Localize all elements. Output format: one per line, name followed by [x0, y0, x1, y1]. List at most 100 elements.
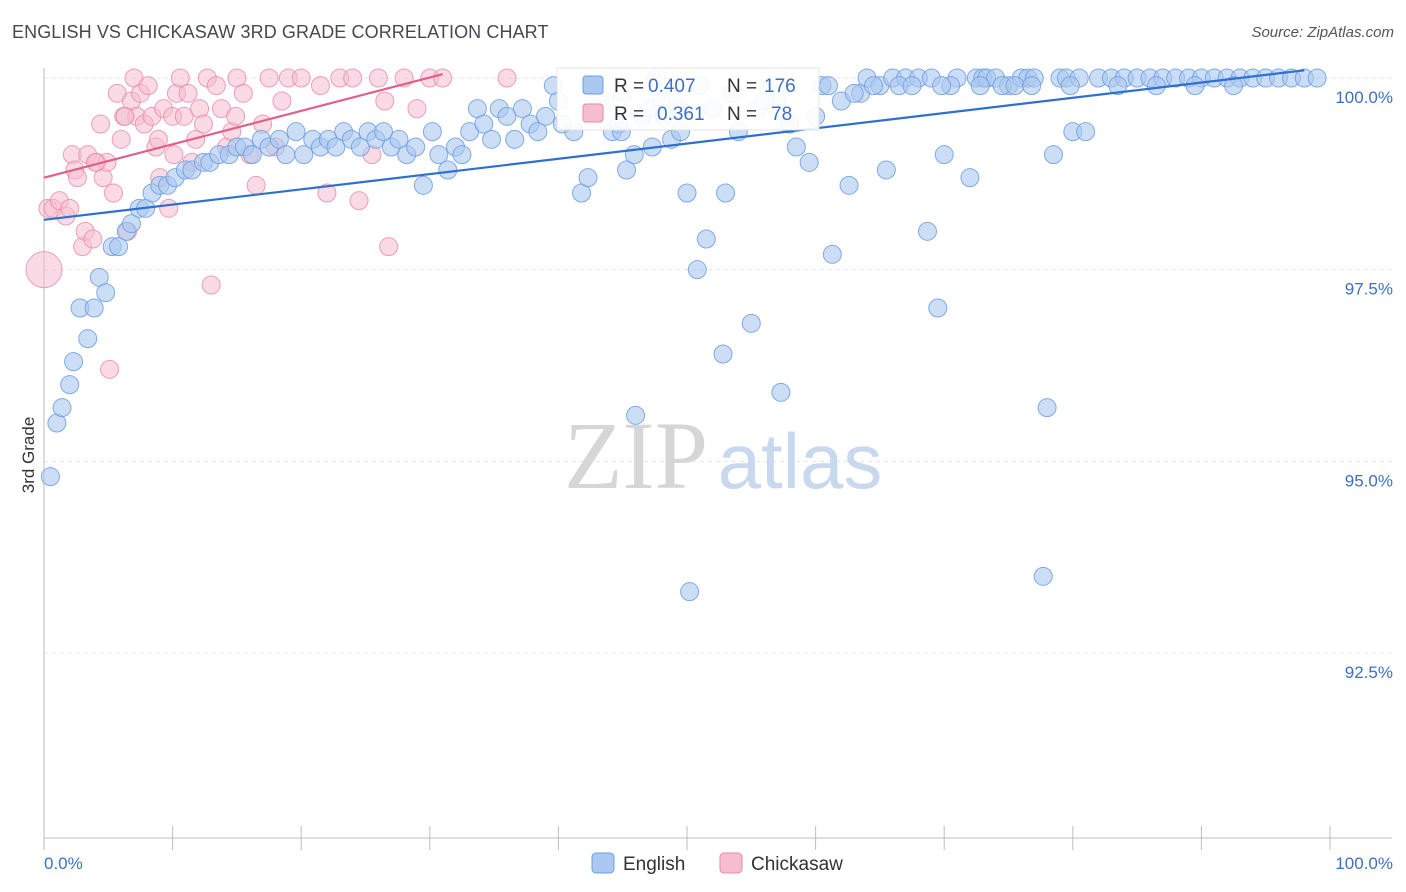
english-point: [40, 467, 60, 487]
english-point: [512, 99, 532, 119]
english-point: [844, 83, 864, 103]
stats-legend: R = 0.407 N = 176 R = 0.361 N = 78: [556, 67, 820, 131]
chickasaw-point: [201, 275, 221, 295]
chickasaw-point: [259, 68, 279, 88]
chickasaw-point: [60, 198, 80, 218]
tick-labels: 100.0% 97.5% 95.0% 92.5% 0.0% 100.0%: [44, 88, 1393, 873]
english-point: [121, 214, 141, 234]
chickasaw-swatch: [582, 103, 604, 123]
y-tick-label: 97.5%: [1345, 280, 1393, 299]
series-legend: English Chickasaw: [591, 852, 843, 875]
english-points: [40, 68, 1327, 602]
english-point: [429, 145, 449, 165]
grid-lines: [44, 77, 1392, 654]
chickasaw-point: [379, 237, 399, 257]
english-point: [52, 398, 72, 418]
english-point: [786, 137, 806, 157]
english-point: [64, 352, 84, 372]
english-point: [741, 313, 761, 333]
english-point: [1108, 76, 1128, 96]
english-point: [326, 137, 346, 157]
y-tick-label: 95.0%: [1345, 471, 1393, 490]
english-point: [876, 160, 896, 180]
english-point: [60, 375, 80, 395]
chickasaw-n-label: N =: [727, 104, 757, 125]
english-point: [578, 168, 598, 188]
english-point: [713, 344, 733, 364]
english-swatch: [582, 75, 604, 95]
english-point: [422, 122, 442, 142]
chickasaw-legend-label: Chickasaw: [751, 854, 843, 875]
chickasaw-point: [193, 114, 213, 134]
english-point: [822, 244, 842, 264]
y-tick-label: 100.0%: [1335, 88, 1393, 107]
english-point: [438, 160, 458, 180]
chickasaw-point: [100, 359, 120, 379]
english-r-value: 0.407: [648, 76, 696, 97]
english-point: [626, 405, 646, 425]
x-tick-label: 100.0%: [1335, 854, 1393, 873]
chickasaw-r-value: 0.361: [657, 104, 705, 125]
english-point: [818, 76, 838, 96]
chickasaw-point: [174, 106, 194, 126]
english-point: [1307, 68, 1327, 88]
english-point: [917, 221, 937, 241]
english-point: [863, 76, 883, 96]
english-point: [716, 183, 736, 203]
english-point: [960, 168, 980, 188]
watermark-atlas: atlas: [718, 417, 883, 505]
chickasaw-point: [497, 68, 517, 88]
watermark: ZIP atlas: [564, 402, 882, 509]
english-r-label: R =: [614, 76, 644, 97]
english-point: [687, 260, 707, 280]
english-legend-swatch: [591, 852, 615, 874]
chickasaw-point: [115, 106, 135, 126]
english-point: [970, 76, 990, 96]
english-point: [536, 106, 556, 126]
english-trend-line: [43, 69, 1305, 221]
english-point: [1033, 566, 1053, 586]
chickasaw-point: [407, 99, 427, 119]
chickasaw-point: [226, 106, 246, 126]
chickasaw-point: [138, 76, 158, 96]
english-point: [78, 329, 98, 349]
english-point: [839, 175, 859, 195]
english-point: [294, 145, 314, 165]
chickasaw-point: [317, 183, 337, 203]
chickasaw-point: [83, 229, 103, 249]
chickasaw-legend-swatch: [719, 852, 743, 874]
chickasaw-point: [25, 251, 63, 289]
english-point: [1022, 76, 1042, 96]
chickasaw-point: [164, 145, 184, 165]
english-n-label: N =: [727, 76, 757, 97]
source-label: Source: ZipAtlas.com: [1251, 24, 1394, 41]
chickasaw-point: [375, 91, 395, 111]
english-point: [1076, 122, 1096, 142]
english-point: [1224, 76, 1244, 96]
y-axis-label: 3rd Grade: [19, 417, 38, 494]
chickasaw-point: [91, 114, 111, 134]
chickasaw-points: [25, 68, 517, 379]
english-legend-label: English: [623, 854, 685, 875]
chickasaw-point: [246, 175, 266, 195]
english-point: [1185, 76, 1205, 96]
chickasaw-point: [206, 76, 226, 96]
chickasaw-point: [111, 129, 131, 149]
english-point: [677, 183, 697, 203]
chickasaw-point: [349, 191, 369, 211]
english-point: [109, 237, 129, 257]
axes: [43, 68, 1392, 850]
chickasaw-point: [291, 68, 311, 88]
chickasaw-point: [272, 91, 292, 111]
english-point: [474, 114, 494, 134]
english-point: [1060, 76, 1080, 96]
english-point: [1044, 145, 1064, 165]
english-point: [406, 137, 426, 157]
chickasaw-point: [343, 68, 363, 88]
english-point: [696, 229, 716, 249]
english-n-value: 176: [764, 76, 796, 97]
chickasaw-point: [433, 68, 453, 88]
chickasaw-point: [159, 198, 179, 218]
english-point: [528, 122, 548, 142]
